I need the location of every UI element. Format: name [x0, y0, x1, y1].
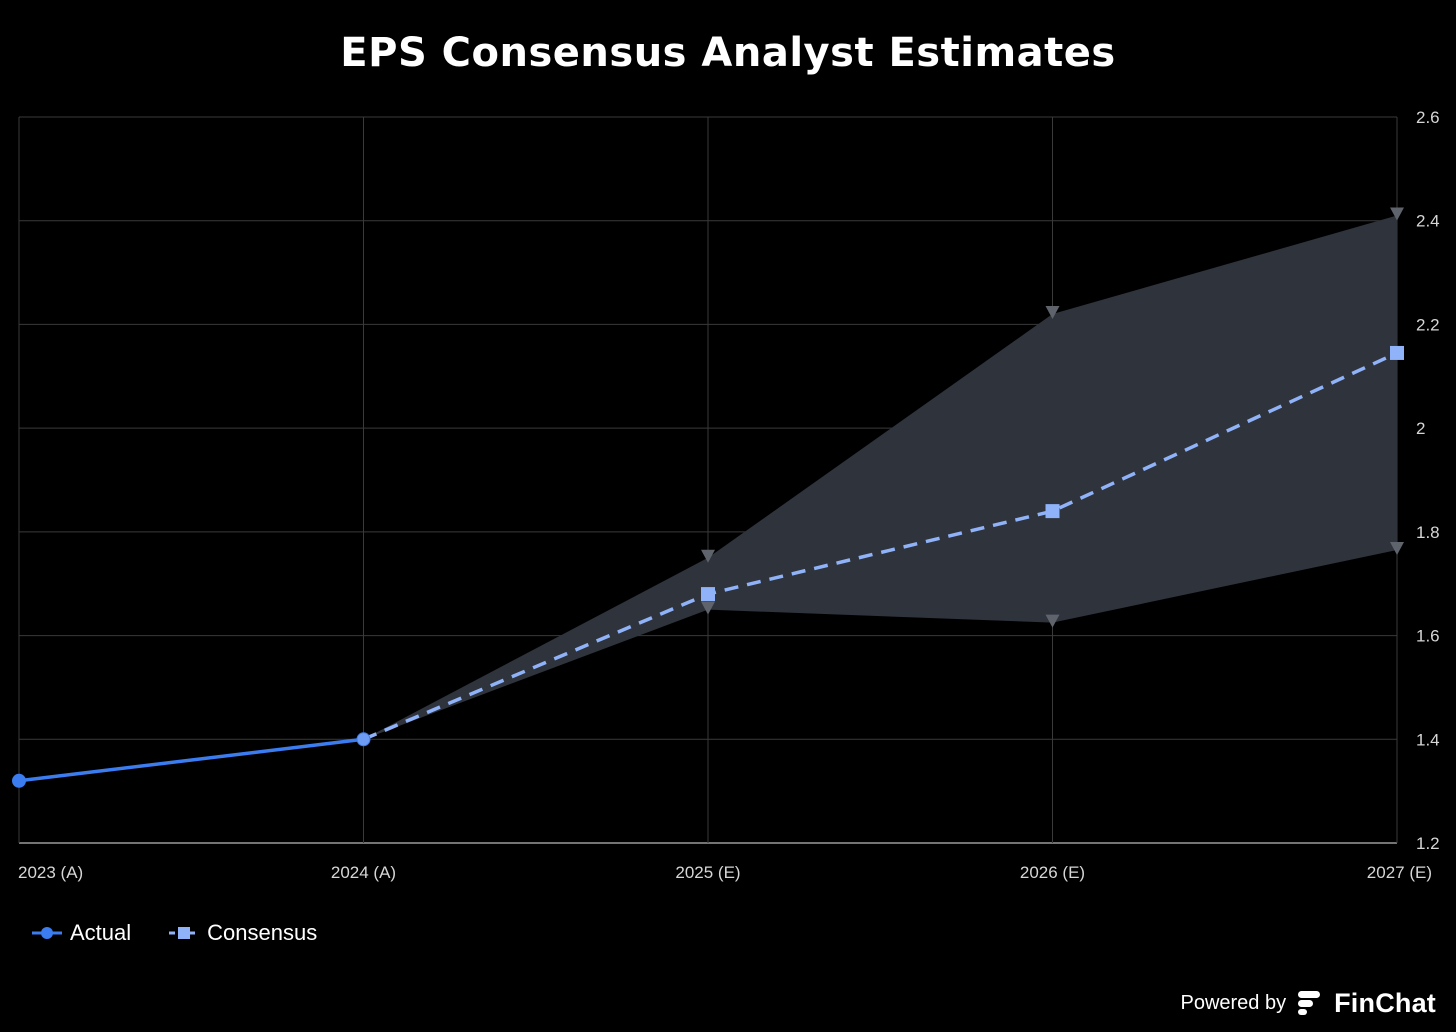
x-tick-label: 2024 (A)	[331, 863, 396, 882]
range-low-marker	[1390, 542, 1404, 556]
grid	[18, 116, 1398, 844]
data-point-actual	[12, 773, 26, 788]
estimate-range-area	[363, 215, 1397, 740]
y-tick-label: 1.6	[1416, 627, 1440, 646]
data-point-anchor	[357, 733, 370, 746]
series-line-actual	[18, 737, 364, 783]
range-low-marker	[701, 601, 715, 615]
y-tick-label: 2.2	[1416, 315, 1440, 334]
series-line-consensus	[362, 351, 1398, 741]
y-tick-label: 2.6	[1416, 108, 1440, 127]
y-tick-label: 2.4	[1416, 212, 1440, 231]
y-tick-label: 1.2	[1416, 834, 1440, 853]
data-point-consensus	[1045, 504, 1060, 519]
legend-item-actual[interactable]: Actual	[32, 920, 131, 946]
tick-labels: 1.2 1.4 1.6 1.8 2 2.2 2.4 2.6 2023 (A) 2024 (A) 20…	[18, 108, 1440, 882]
estimate-range-band	[363, 207, 1404, 740]
legend-consensus-swatch-icon	[169, 927, 200, 939]
y-tick-label: 1.4	[1416, 730, 1440, 749]
series-markers	[12, 345, 1404, 788]
legend-item-consensus[interactable]: Consensus	[169, 920, 317, 946]
chart-title: EPS Consensus Analyst Estimates	[340, 30, 1116, 76]
range-high-marker	[1390, 207, 1404, 221]
data-point-consensus	[1390, 345, 1404, 360]
range-high-marker	[1045, 306, 1060, 320]
series-lines	[18, 351, 1398, 783]
legend-label-actual: Actual	[70, 920, 132, 945]
y-tick-label: 2	[1416, 419, 1425, 438]
legend: Actual Consensus	[32, 918, 317, 948]
range-high-marker	[701, 549, 715, 563]
x-tick-label: 2025 (E)	[675, 863, 740, 882]
x-tick-label: 2026 (E)	[1020, 863, 1085, 882]
powered-by-text: Powered by	[1180, 991, 1287, 1014]
finchat-brand-name: FinChat	[1334, 987, 1436, 1018]
range-low-marker	[1045, 614, 1060, 628]
legend-actual-swatch-icon	[32, 927, 62, 939]
finchat-logo-icon	[1298, 991, 1321, 1015]
footer-branding: Powered by FinChat	[1180, 986, 1436, 1020]
x-tick-label: 2027 (E)	[1367, 863, 1432, 882]
y-tick-label: 1.8	[1416, 523, 1440, 542]
x-tick-label: 2023 (A)	[18, 863, 83, 882]
legend-label-consensus: Consensus	[207, 920, 318, 945]
data-point-consensus	[701, 587, 715, 602]
